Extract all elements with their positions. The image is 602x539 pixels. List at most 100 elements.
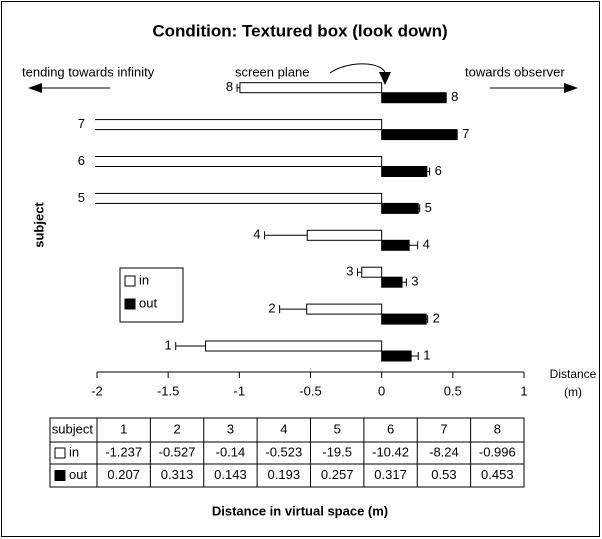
- error-bar: [426, 315, 429, 324]
- bar: [381, 92, 447, 104]
- bar-label: 5: [78, 190, 85, 205]
- table-cell: -0.14: [216, 444, 246, 459]
- bar: [381, 350, 412, 362]
- bar: [381, 313, 427, 325]
- legend-label: in: [139, 272, 149, 287]
- x-tick-label: -0.5: [299, 383, 321, 398]
- annotation: tending towards infinity: [22, 64, 155, 79]
- bar: [306, 229, 383, 241]
- arrow-head: [28, 83, 42, 93]
- bar: [381, 129, 458, 141]
- bar: [95, 119, 383, 131]
- bar-label: 7: [78, 116, 85, 131]
- table-cell: 0.313: [161, 467, 194, 482]
- table-border: [49, 417, 525, 488]
- bar: [306, 303, 383, 315]
- error-bar: [426, 167, 431, 176]
- table-cell: -10.42: [372, 444, 409, 459]
- chart-title: Condition: Textured box (look down): [152, 21, 447, 40]
- bar: [95, 156, 383, 167]
- table-cell: 0.193: [268, 467, 301, 482]
- legend: in out: [119, 267, 184, 323]
- annotation: towards observer: [465, 64, 565, 79]
- row-label: in: [69, 444, 79, 459]
- table-cell: 0.257: [321, 467, 354, 482]
- table-header: subject: [52, 421, 94, 436]
- table-cell: 0.53: [431, 467, 456, 482]
- bar-label: 8: [226, 79, 233, 94]
- pointer: [329, 63, 386, 74]
- error-bar: [402, 278, 407, 287]
- x-tick-label: -1.5: [157, 383, 179, 398]
- bar: [381, 202, 419, 214]
- legend-swatch: [124, 298, 136, 310]
- error-bar: [236, 83, 240, 92]
- bar: [381, 239, 410, 251]
- bar-label: 6: [78, 153, 85, 168]
- bar-label: 2: [433, 311, 440, 326]
- error-bar: [175, 342, 206, 350]
- bar-label: 3: [411, 274, 418, 289]
- error-bar: [411, 352, 419, 360]
- table-cell: 0.207: [107, 467, 140, 482]
- bar-label: 1: [164, 337, 171, 352]
- table-cell: -0.996: [479, 444, 516, 459]
- table-cell: 8: [494, 421, 501, 436]
- x-tick-label: 0: [378, 383, 385, 398]
- bar: [95, 192, 383, 204]
- bar-label: 3: [346, 264, 353, 279]
- legend-swatch: [54, 470, 66, 481]
- bar-label: 6: [435, 163, 442, 178]
- bar-label: 1: [423, 347, 430, 362]
- bar-label: 7: [462, 126, 469, 141]
- x-tick-label: -1: [234, 383, 246, 398]
- error-bar: [409, 241, 419, 250]
- bar-label: 2: [268, 301, 275, 316]
- bar: [205, 340, 383, 352]
- table-cell: 0.453: [481, 467, 514, 482]
- bar: [381, 276, 403, 288]
- table-cell: 4: [280, 421, 287, 436]
- table-cell: 1: [120, 421, 127, 436]
- error-bar: [279, 305, 307, 314]
- table-cell: -8.24: [429, 444, 459, 459]
- row-label: out: [69, 467, 87, 482]
- table-cell: 0.317: [374, 467, 407, 482]
- table-cell: 2: [173, 421, 180, 436]
- legend-swatch: [124, 275, 136, 287]
- error-bar: [264, 231, 308, 240]
- bar-label: 4: [253, 227, 260, 242]
- bar: [361, 266, 383, 278]
- x-tick-label: -2: [91, 383, 103, 398]
- x-tick-label: 1: [520, 383, 527, 398]
- arrow-head: [564, 83, 578, 93]
- legend-swatch: [54, 447, 66, 459]
- table-cell: -1.237: [105, 444, 142, 459]
- table-cell: 5: [334, 421, 341, 436]
- annotation: screen plane: [235, 64, 309, 79]
- x-axis-label: Distance: [550, 367, 597, 381]
- bar-label: 8: [451, 89, 458, 104]
- x-tick-label: 0.5: [444, 383, 462, 398]
- arrow-head: [379, 72, 391, 85]
- table-cell: 6: [387, 421, 394, 436]
- error-bar: [356, 268, 362, 277]
- bar: [239, 82, 383, 94]
- bar-label: 5: [425, 200, 432, 215]
- bar: [381, 166, 428, 177]
- table-cell: 7: [440, 421, 447, 436]
- bar-label: 4: [423, 237, 430, 252]
- table-cell: -19.5: [322, 444, 352, 459]
- table-cell: 3: [227, 421, 234, 436]
- table-cell: -0.523: [265, 444, 302, 459]
- table-caption: Distance in virtual space (m): [212, 503, 388, 518]
- x-axis-unit: (m): [564, 385, 582, 399]
- error-bar: [418, 204, 421, 213]
- legend-label: out: [139, 295, 157, 310]
- y-axis-label: subject: [31, 202, 46, 248]
- table-cell: -0.527: [159, 444, 196, 459]
- plot-area: [95, 82, 458, 362]
- table-cell: 0.143: [214, 467, 247, 482]
